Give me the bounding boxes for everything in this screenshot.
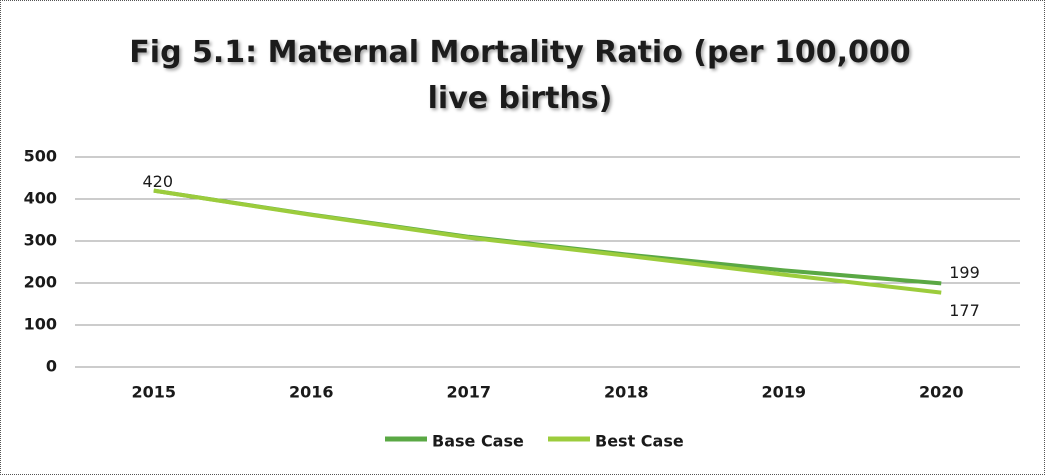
- series-line: [153, 188, 942, 286]
- x-tick-label: 2020: [919, 383, 964, 402]
- y-tick-label: 400: [24, 189, 57, 208]
- data-label: 199: [949, 263, 980, 282]
- y-tick-label: 100: [24, 315, 57, 334]
- x-tick-label: 2017: [446, 383, 491, 402]
- data-label: 177: [949, 301, 980, 320]
- y-tick-label: 300: [24, 231, 57, 250]
- series-line: [153, 188, 942, 295]
- legend-label: Best Case: [595, 432, 684, 451]
- chart-title: Fig 5.1: Maternal Mortality Ratio (per 1…: [129, 35, 911, 116]
- y-tick-label: 0: [46, 357, 57, 376]
- legend-label: Base Case: [432, 432, 524, 451]
- y-tick-label: 200: [24, 273, 57, 292]
- x-tick-label: 2015: [131, 383, 176, 402]
- x-tick-label: 2016: [289, 383, 334, 402]
- x-tick-label: 2018: [604, 383, 649, 402]
- x-tick-label: 2019: [761, 383, 806, 402]
- y-tick-label: 500: [24, 147, 57, 166]
- data-label: 420: [142, 172, 173, 191]
